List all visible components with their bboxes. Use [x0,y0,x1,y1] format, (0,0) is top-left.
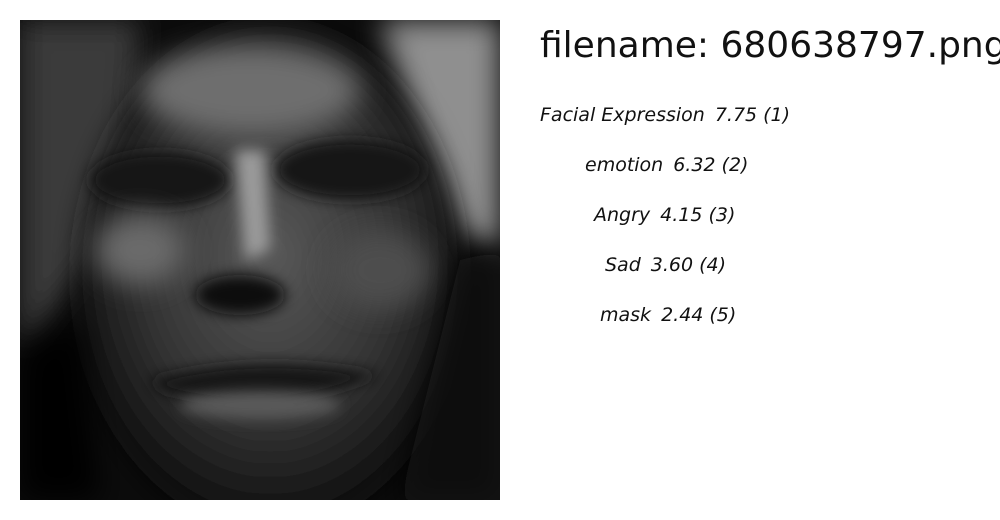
label-name: mask [600,304,652,326]
label-rank: (2) [721,154,749,176]
label-name: Angry [594,204,651,226]
label-rank: (4) [699,254,726,276]
label-rank: (3) [708,204,736,226]
label-rank: (5) [709,304,737,326]
face-image [20,20,500,500]
label-row: emotion 6.32 (2) [585,152,748,178]
label-score: 4.15 [660,204,703,226]
label-score: 3.60 [650,254,694,276]
label-name: Facial Expression [540,104,705,126]
label-score: 7.75 [714,104,758,126]
label-row: Facial Expression 7.75 (1) [540,102,790,128]
label-rank: (1) [763,104,791,126]
label-score: 2.44 [661,304,704,326]
label-row: Sad 3.60 (4) [605,252,726,278]
label-name: Sad [605,254,641,276]
filename-title: filename: 680638797.png [540,25,1000,66]
face-photo [20,20,500,500]
label-row: mask 2.44 (5) [600,302,736,328]
label-name: emotion [585,154,664,176]
label-score: 6.32 [673,154,716,176]
label-row: Angry 4.15 (3) [594,202,735,228]
